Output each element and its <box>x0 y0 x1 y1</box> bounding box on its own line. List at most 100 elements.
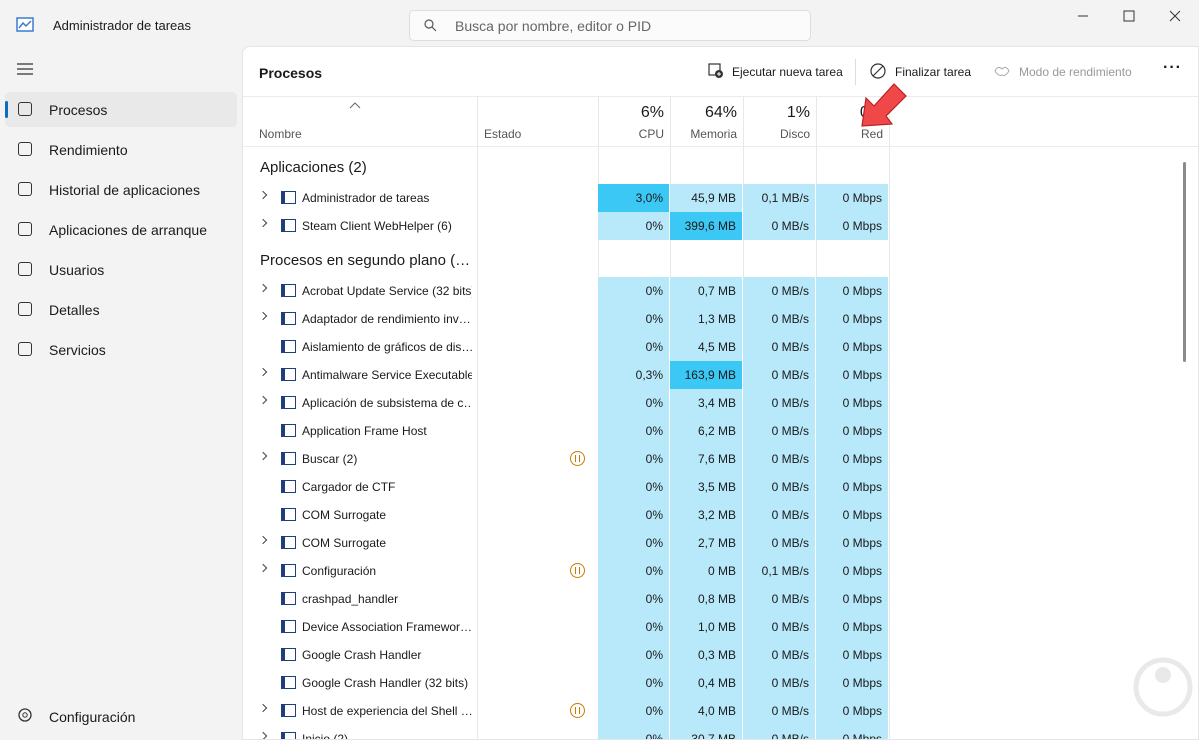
value-cell: 30,7 MB <box>670 725 743 739</box>
process-name: Steam Client WebHelper (6) <box>302 219 452 233</box>
scrollbar[interactable] <box>1183 162 1186 362</box>
expand-chevron[interactable] <box>258 451 268 461</box>
column-header[interactable]: Nombre <box>259 127 302 141</box>
value-cell: 0 Mbps <box>816 333 889 361</box>
value-cell: 399,6 MB <box>670 212 743 240</box>
nav-item[interactable]: Usuarios <box>49 262 105 278</box>
process-row[interactable]: Acrobat Update Service (32 bits) 0% 0,7 MB… <box>243 277 889 305</box>
pause-bars <box>575 567 580 574</box>
column-header[interactable]: Disco <box>779 127 810 141</box>
column-header[interactable]: CPU <box>638 127 664 141</box>
watermark <box>1133 657 1193 717</box>
expand-chevron[interactable] <box>258 535 268 545</box>
group-cell <box>816 240 817 277</box>
search-placeholder: Busca por nombre, editor o PID <box>455 18 652 34</box>
process-row[interactable]: Device Association Framewor… 0% 1,0 MB 0 MB… <box>243 613 889 641</box>
window-controls[interactable] <box>1070 6 1195 26</box>
menu-button[interactable] <box>17 63 34 76</box>
value-cell: 0 Mbps <box>816 361 889 389</box>
process-row[interactable]: Google Crash Handler 0% 0,3 MB 0 MB/s 0 Mbps <box>243 641 889 669</box>
search-box[interactable]: Busca por nombre, editor o PID <box>409 10 811 41</box>
nav-item[interactable]: Aplicaciones de arranque <box>49 222 207 238</box>
action-button[interactable]: Modo de rendimiento <box>1019 65 1132 79</box>
value-cell: 0 MB/s <box>743 473 816 501</box>
value-cell: 0 MB/s <box>743 212 816 240</box>
expand-chevron[interactable] <box>258 218 268 228</box>
process-row[interactable]: Google Crash Handler (32 bits) 0% 0,4 MB 0 … <box>243 669 889 697</box>
nav-item[interactable]: Procesos <box>49 102 108 118</box>
process-row[interactable]: Inicio (2) 0% 30,7 MB 0 MB/s 0 Mbps <box>243 725 889 740</box>
process-row[interactable]: Adaptador de rendimiento inv… 0% 1,3 MB 0 M… <box>243 305 889 333</box>
value-cell: 0% <box>598 473 670 501</box>
process-row[interactable]: COM Surrogate 0% 2,7 MB 0 MB/s 0 Mbps <box>243 529 889 557</box>
expand-chevron[interactable] <box>258 190 268 200</box>
process-row[interactable]: Aplicación de subsistema de c… 0% 3,4 MB 0 … <box>243 389 889 417</box>
process-row[interactable]: Aislamiento de gráficos de dis… 0% 4,5 MB 0… <box>243 333 889 361</box>
main-panel: Procesos Ejecutar nueva tarea Finalizar … <box>242 46 1199 740</box>
value-cell: 0 MB/s <box>743 501 816 529</box>
process-row[interactable]: Cargador de CTF 0% 3,5 MB 0 MB/s 0 Mbps <box>243 473 889 501</box>
process-row[interactable]: crashpad_handler 0% 0,8 MB 0 MB/s 0 Mbps <box>243 585 889 613</box>
process-icon <box>281 732 296 739</box>
process-row[interactable]: Host de experiencia del Shell … 0% 4,0 MB 0… <box>243 697 889 725</box>
value-cell: 0 MB/s <box>743 613 816 641</box>
value-cell: 0% <box>598 501 670 529</box>
value-cell: 0% <box>598 697 670 725</box>
nav-item[interactable]: Servicios <box>49 342 106 358</box>
expand-chevron[interactable] <box>258 563 268 573</box>
process-row[interactable]: Administrador de tareas 3,0% 45,9 MB 0,1 MB… <box>243 184 889 212</box>
process-row[interactable]: Configuración 0% 0 MB 0,1 MB/s 0 Mbps <box>243 557 889 585</box>
process-icon <box>281 676 296 689</box>
nav-item[interactable]: Detalles <box>49 302 100 318</box>
process-icon <box>281 284 296 297</box>
nav-icon <box>18 142 32 156</box>
process-name: Adaptador de rendimiento inv… <box>302 312 471 326</box>
process-row[interactable]: Buscar (2) 0% 7,6 MB 0 MB/s 0 Mbps <box>243 445 889 473</box>
process-name: Application Frame Host <box>302 424 427 438</box>
value-cell: 0 MB/s <box>743 417 816 445</box>
value-cell: 3,5 MB <box>670 473 743 501</box>
column-header[interactable]: Estado <box>484 127 522 141</box>
value-cell: 0% <box>598 389 670 417</box>
process-name: Device Association Framewor… <box>302 620 472 634</box>
process-row[interactable]: COM Surrogate 0% 3,2 MB 0 MB/s 0 Mbps <box>243 501 889 529</box>
process-icon <box>281 648 296 661</box>
nav-item[interactable]: Rendimiento <box>49 142 128 158</box>
expand-chevron[interactable] <box>258 367 268 377</box>
expand-chevron[interactable] <box>258 395 268 405</box>
column-header[interactable]: Red <box>860 127 883 141</box>
action-button[interactable]: Finalizar tarea <box>895 65 972 79</box>
expand-chevron[interactable] <box>258 311 268 321</box>
value-cell: 0 Mbps <box>816 184 889 212</box>
value-cell: 0% <box>598 613 670 641</box>
value-cell: 0% <box>598 585 670 613</box>
settings-link[interactable]: Configuración <box>49 709 136 725</box>
nav-icon <box>18 182 32 196</box>
value-cell: 0 MB/s <box>743 389 816 417</box>
process-row[interactable]: Antimalware Service Executable 0,3% 163,9 … <box>243 361 889 389</box>
process-icon <box>281 592 296 605</box>
value-cell: 7,6 MB <box>670 445 743 473</box>
column-header[interactable]: Memoria <box>690 127 737 141</box>
value-cell: 0,3 MB <box>670 641 743 669</box>
process-icon <box>281 396 296 409</box>
more-button[interactable]: ··· <box>1163 59 1182 76</box>
process-icon <box>281 191 296 204</box>
value-cell: 0 MB <box>670 557 743 585</box>
process-name: Inicio (2) <box>302 732 349 740</box>
process-row[interactable]: Application Frame Host 0% 6,2 MB 0 MB/s 0 Mb… <box>243 417 889 445</box>
value-cell: 0 Mbps <box>816 725 889 739</box>
value-cell: 1,3 MB <box>670 305 743 333</box>
action-button[interactable]: Ejecutar nueva tarea <box>732 65 843 79</box>
expand-chevron[interactable] <box>258 283 268 293</box>
nav-icon <box>18 102 32 116</box>
process-row[interactable]: Steam Client WebHelper (6) 0% 399,6 MB 0 MB… <box>243 212 889 240</box>
group-title: Procesos en segundo plano (… <box>260 252 471 269</box>
nav-item[interactable]: Historial de aplicaciones <box>49 182 200 198</box>
value-cell: 0 Mbps <box>816 529 889 557</box>
group-title: Aplicaciones (2) <box>260 159 367 176</box>
column-total: 64% <box>704 104 737 121</box>
expand-chevron[interactable] <box>258 731 268 739</box>
process-icon <box>281 620 296 633</box>
expand-chevron[interactable] <box>258 703 268 713</box>
